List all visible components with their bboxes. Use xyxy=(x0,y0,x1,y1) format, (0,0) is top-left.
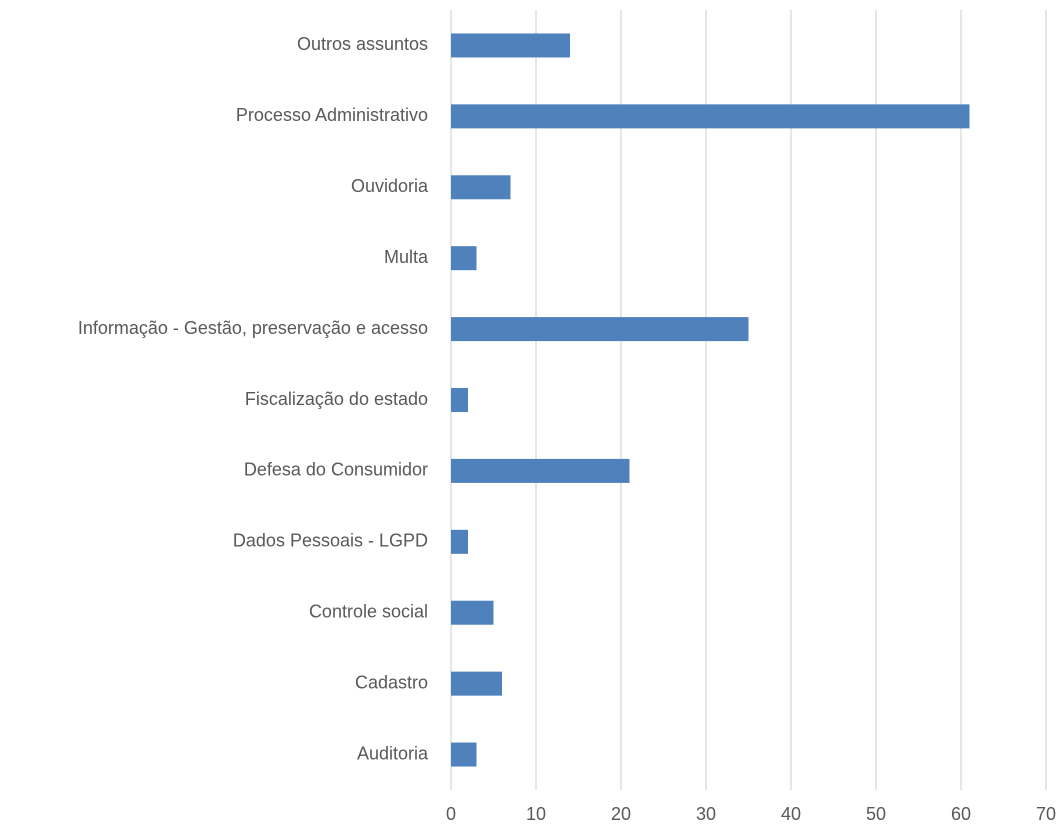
bar xyxy=(451,458,630,483)
bar xyxy=(451,317,749,342)
x-tick-label: 60 xyxy=(951,804,971,824)
y-tick-label: Ouvidoria xyxy=(351,176,429,196)
bar xyxy=(451,33,570,58)
x-tick-label: 50 xyxy=(866,804,886,824)
y-tick-label: Cadastro xyxy=(355,672,428,692)
y-tick-label: Informação - Gestão, preservação e acess… xyxy=(78,318,428,338)
bar xyxy=(451,246,477,271)
y-tick-label: Controle social xyxy=(309,601,428,621)
x-tick-label: 20 xyxy=(611,804,631,824)
x-tick-label: 40 xyxy=(781,804,801,824)
bar xyxy=(451,671,502,696)
y-tick-label: Auditoria xyxy=(357,743,429,763)
bar xyxy=(451,529,468,554)
bar xyxy=(451,600,494,625)
x-tick-label: 0 xyxy=(446,804,456,824)
y-tick-label: Dados Pessoais - LGPD xyxy=(233,531,428,551)
y-tick-label: Processo Administrativo xyxy=(236,105,428,125)
y-tick-label: Defesa do Consumidor xyxy=(244,460,428,480)
bar xyxy=(451,388,468,412)
bar xyxy=(451,104,970,129)
x-tick-label: 10 xyxy=(526,804,546,824)
x-tick-label: 30 xyxy=(696,804,716,824)
bar xyxy=(451,742,477,767)
bar xyxy=(451,175,511,200)
x-tick-label: 70 xyxy=(1036,804,1056,824)
y-tick-label: Multa xyxy=(384,247,429,267)
y-tick-label: Outros assuntos xyxy=(297,34,428,54)
y-tick-label: Fiscalização do estado xyxy=(245,389,428,409)
